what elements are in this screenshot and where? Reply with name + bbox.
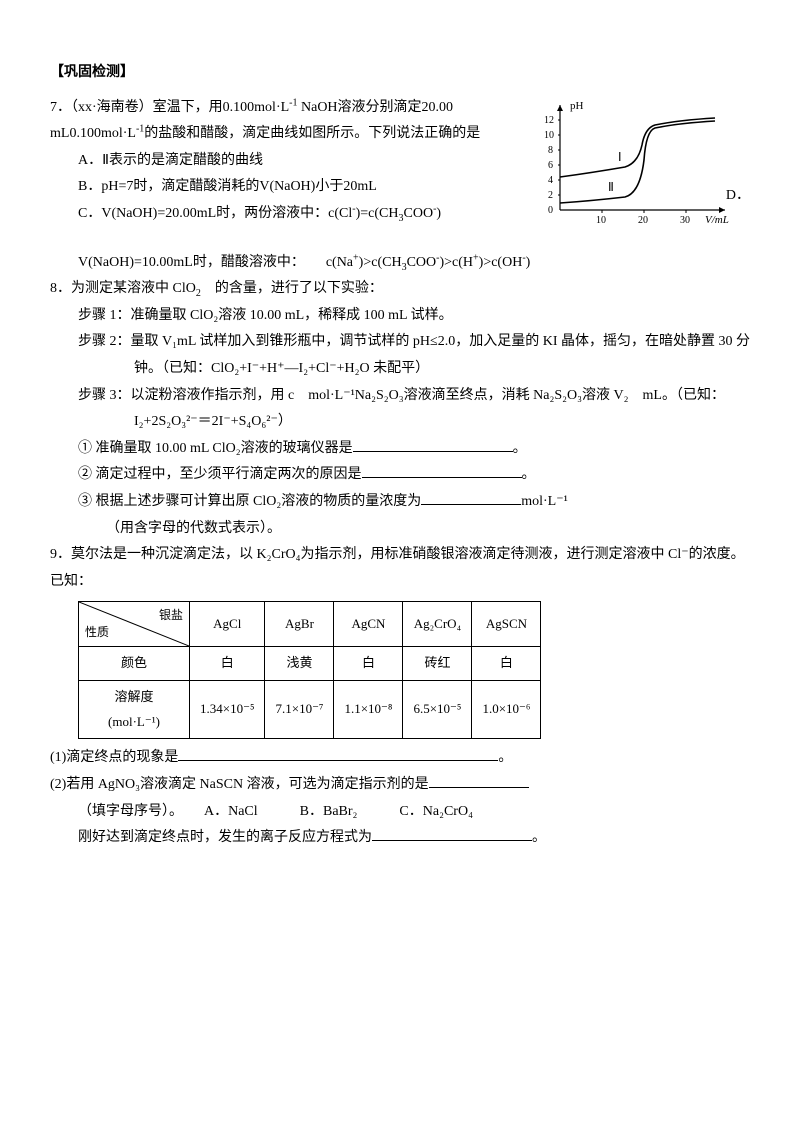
titration-chart: 0 2 4 6 8 10 12 10 20 30 [530,95,740,225]
table-cell: 1.34×10⁻⁵ [190,680,265,738]
y-axis-label: pH [570,100,584,112]
q7-option-d-label: D． [726,183,750,210]
row-label: 溶解度(mol·L⁻¹) [79,680,190,738]
diag-top-label: 银盐 [159,604,183,627]
table-cell: 白 [190,647,265,681]
ytick-6: 6 [548,160,553,171]
table-cell: 白 [472,647,541,681]
q9-stem: 莫尔法是一种沉淀滴定法，以 K₂CrO₄为指示剂，用标准硝酸银溶液滴定待测液，进… [50,547,745,589]
blank-input[interactable] [421,490,521,505]
table-row: 溶解度(mol·L⁻¹) 1.34×10⁻⁵ 7.1×10⁻⁷ 1.1×10⁻⁸… [79,680,541,738]
ytick-2: 2 [548,190,553,201]
blank-input[interactable] [429,773,529,788]
q7-stem-a: （xx·海南卷）室温下，用0.100mol·L [71,100,289,115]
table-cell: 浅黄 [265,647,334,681]
table-cell: 白 [334,647,403,681]
q7-stem-c: 的盐酸和醋酸，滴定曲线如图所示。下列说法正确的是 [144,126,480,141]
q7-option-b: B．pH=7时，滴定醋酸消耗的V(NaOH)小于20mL [50,174,520,201]
ytick-0: 0 [548,205,553,216]
q8-stem-b: 的含量，进行了以下实验： [201,281,383,296]
q7-number: 7． [50,100,71,115]
question-9: 9．莫尔法是一种沉淀滴定法，以 K₂CrO₄为指示剂，用标准硝酸银溶液滴定待测液… [50,542,750,852]
q8-item1: ① 准确量取 10.00 mL ClO₂溶液的玻璃仪器是。 [50,436,750,463]
xtick-30: 30 [680,215,690,225]
q7-option-c: C．V(NaOH)=20.00mL时，两份溶液中：c(Cl-)=c(CH3COO… [50,201,520,228]
table-cell: 1.0×10⁻⁶ [472,680,541,738]
col-header: Ag₂CrO₄ [403,602,472,647]
ytick-4: 4 [548,175,553,186]
question-8: 8．为测定某溶液中 ClO2 的含量，进行了以下实验： 步骤 1：准确量取 Cl… [50,276,750,542]
xtick-10: 10 [596,215,606,225]
blank-input[interactable] [362,463,522,478]
table-cell: 砖红 [403,647,472,681]
col-header: AgCl [190,602,265,647]
table-cell: 7.1×10⁻⁷ [265,680,334,738]
table-diag-header: 银盐 性质 [79,602,190,647]
q8-item2: ② 滴定过程中，至少须平行滴定两次的原因是。 [50,462,750,489]
q8-stem-a: 为测定某溶液中 ClO [71,281,196,296]
col-header: AgCN [334,602,403,647]
silver-salt-table: 银盐 性质 AgCl AgBr AgCN Ag₂CrO₄ AgSCN 颜色 白 … [78,601,541,739]
ytick-12: 12 [544,115,554,126]
table-cell: 6.5×10⁻⁵ [403,680,472,738]
q8-step3: 步骤 3：以淀粉溶液作指示剂，用 c mol·L⁻¹Na₂S₂O₃溶液滴至终点，… [50,383,750,436]
row-label: 颜色 [79,647,190,681]
q9-part2-line1: (2)若用 AgNO₃溶液滴定 NaSCN 溶液，可选为滴定指示剂的是 [50,772,750,799]
section-title: 【巩固检测】 [50,60,750,87]
ytick-8: 8 [548,145,553,156]
curve-2-label: Ⅱ [608,180,614,194]
x-axis-label: V/mL [705,214,729,225]
q8-step1: 步骤 1：准确量取 ClO₂溶液 10.00 mL，稀释成 100 mL 试样。 [50,303,750,330]
q8-item3: ③ 根据上述步骤可计算出原 ClO₂溶液的物质的量浓度为mol·L⁻¹ [50,489,750,516]
ytick-10: 10 [544,130,554,141]
question-7: 0 2 4 6 8 10 12 10 20 30 [50,95,750,277]
q8-item3-note: （用含字母的代数式表示）。 [50,516,750,543]
diag-bot-label: 性质 [85,621,109,644]
q8-number: 8． [50,281,71,296]
blank-input[interactable] [353,437,513,452]
q9-number: 9． [50,547,71,562]
table-row: 银盐 性质 AgCl AgBr AgCN Ag₂CrO₄ AgSCN [79,602,541,647]
table-cell: 1.1×10⁻⁸ [334,680,403,738]
col-header: AgSCN [472,602,541,647]
blank-input[interactable] [372,826,532,841]
q9-part2-line3: 刚好达到滴定终点时，发生的离子反应方程式为。 [50,825,750,852]
col-header: AgBr [265,602,334,647]
q9-part2-options: （填字母序号）。 A．NaCl B．BaBr₂ C．Na₂CrO₄ [50,799,750,826]
q7-option-a: A．Ⅱ表示的是滴定醋酸的曲线 [50,148,520,175]
q8-step2: 步骤 2：量取 V₁mL 试样加入到锥形瓶中，调节试样的 pH≤2.0，加入足量… [50,329,750,382]
curve-1-label: Ⅰ [618,150,622,164]
xtick-20: 20 [638,215,648,225]
table-row: 颜色 白 浅黄 白 砖红 白 [79,647,541,681]
blank-input[interactable] [178,746,498,761]
q9-part1: (1)滴定终点的现象是。 [50,745,750,772]
q7-option-d-body: V(NaOH)=10.00mL时，醋酸溶液中： c(Na+)>c(CH3COO-… [50,250,750,277]
